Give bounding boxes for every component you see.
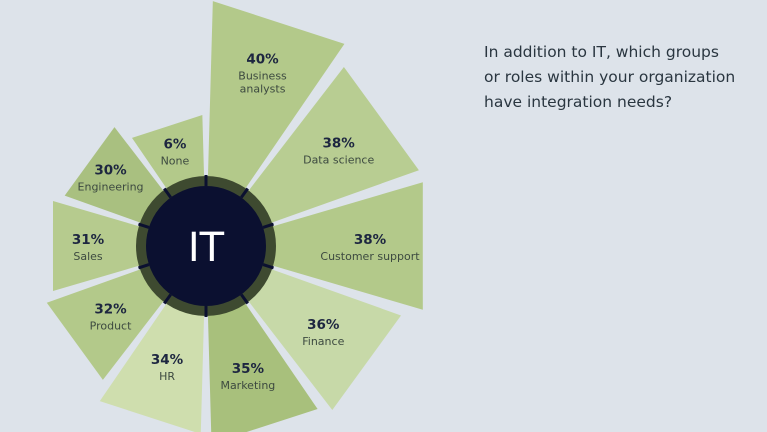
ring-tick <box>138 222 150 229</box>
ring-tick <box>262 222 274 229</box>
question-line: or roles within your organization <box>484 68 736 86</box>
value-label: 36% <box>307 317 340 333</box>
category-label: Sales <box>73 250 103 263</box>
bar-engineering <box>64 127 169 226</box>
center-disc <box>146 186 266 306</box>
category-label: Engineering <box>78 181 144 194</box>
category-label: None <box>161 154 190 167</box>
category-label: Business <box>238 69 287 82</box>
center-label: IT <box>188 225 225 271</box>
category-label: analysts <box>240 82 286 95</box>
category-label: Marketing <box>220 379 275 392</box>
ring-tick <box>138 263 150 270</box>
bar-customer-support <box>265 182 423 310</box>
category-label: HR <box>159 370 175 383</box>
ring-tick <box>262 263 274 270</box>
ring-tick <box>240 187 249 199</box>
question-text: In addition to IT, which groups or roles… <box>484 40 754 115</box>
bar-none <box>131 115 205 195</box>
category-label: Product <box>90 319 132 332</box>
ring-tick <box>240 293 249 305</box>
value-label: 30% <box>94 163 127 179</box>
bar-product <box>46 266 169 380</box>
value-label: 31% <box>72 232 105 248</box>
bar-marketing <box>207 297 318 432</box>
value-label: 38% <box>323 136 356 152</box>
value-label: 35% <box>232 361 265 377</box>
value-label: 40% <box>246 51 279 67</box>
value-label: 34% <box>151 352 184 368</box>
value-label: 38% <box>354 232 387 248</box>
ring-tick <box>163 293 172 305</box>
value-label: 32% <box>94 301 127 317</box>
bar-hr <box>99 297 205 432</box>
value-label: 6% <box>163 136 186 152</box>
question-line: have integration needs? <box>484 93 673 111</box>
bar-data-science <box>243 66 419 226</box>
question-line: In addition to IT, which groups <box>484 43 719 61</box>
bar-sales <box>52 200 147 292</box>
category-label: Finance <box>302 335 344 348</box>
bar-finance <box>243 266 402 411</box>
ring-tick <box>163 187 172 199</box>
category-label: Data science <box>303 154 374 167</box>
bar-business-analysts <box>207 1 345 195</box>
category-label: Customer support <box>320 250 420 263</box>
